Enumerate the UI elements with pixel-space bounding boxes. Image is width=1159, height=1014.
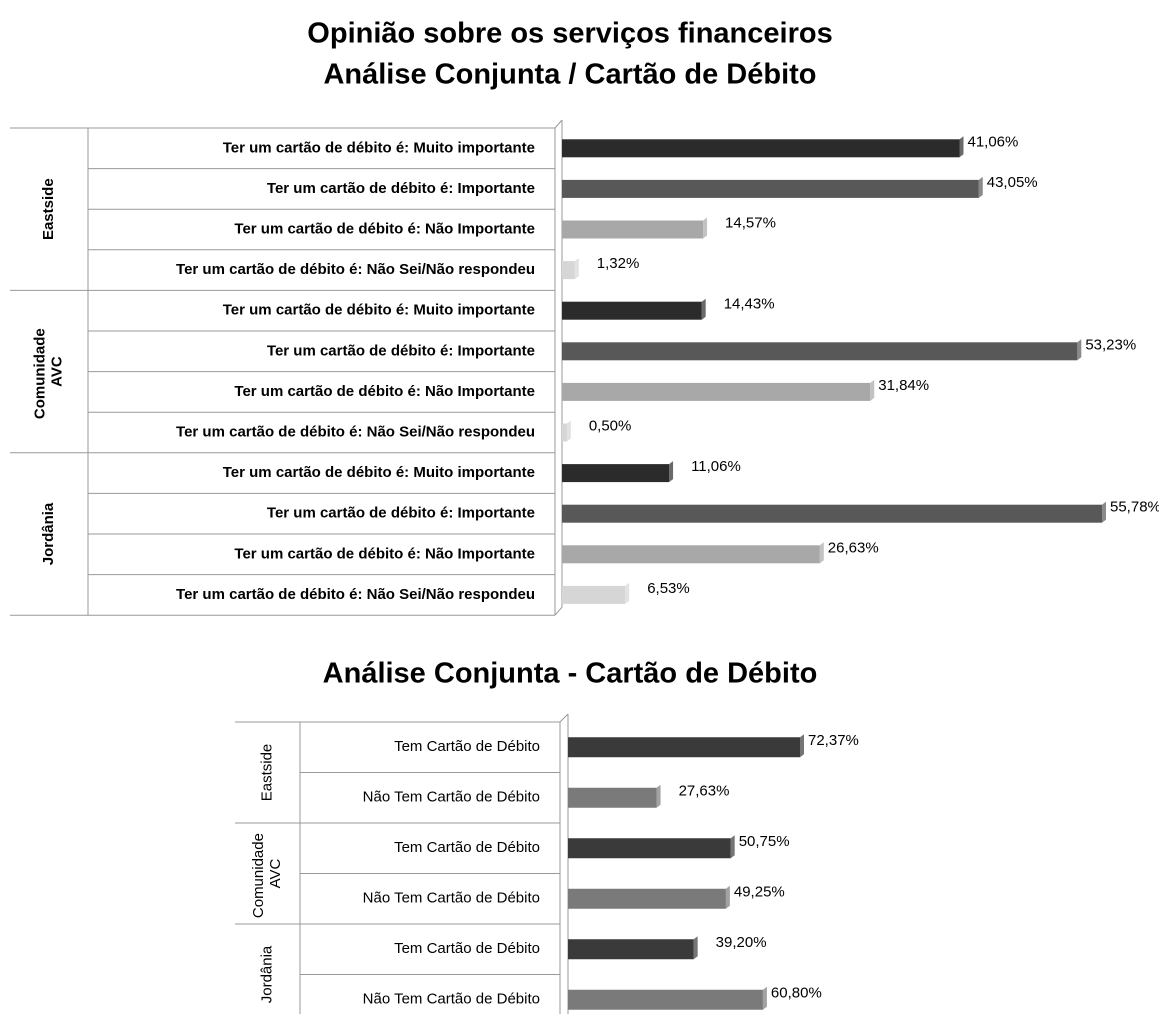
category-label: Ter um cartão de débito é: Não Important… (234, 545, 535, 562)
bar (562, 301, 702, 320)
bar-side (625, 582, 630, 604)
data-label: 1,32% (597, 255, 640, 272)
bar-side (819, 542, 824, 564)
bar (562, 139, 960, 158)
data-label: 26,63% (828, 539, 879, 556)
group-label: Comunidade AVC (250, 829, 284, 918)
data-label: 14,43% (724, 296, 775, 313)
chart-title: Opinião sobre os serviços financeiros (307, 18, 832, 50)
bar-side (1102, 501, 1106, 523)
axis-wall (559, 713, 569, 723)
bar (562, 545, 820, 564)
category-label: Tem Cartão de Débito (394, 839, 540, 856)
bar (568, 838, 731, 859)
bar (562, 464, 670, 483)
bar-side (800, 734, 804, 758)
category-label: Ter um cartão de débito é: Importante (267, 180, 535, 197)
category-label: Ter um cartão de débito é: Não Important… (234, 220, 535, 237)
bar-side (762, 986, 767, 1010)
axis-wall (554, 119, 563, 129)
category-label: Não Tem Cartão de Débito (363, 991, 540, 1008)
data-label: 60,80% (771, 985, 822, 1002)
data-label: 31,84% (878, 377, 929, 394)
category-label: Ter um cartão de débito é: Muito importa… (223, 302, 535, 319)
data-label: 39,20% (716, 934, 767, 951)
category-label: Não Tem Cartão de Débito (363, 890, 540, 907)
bar (562, 504, 1102, 523)
data-label: 50,75% (739, 833, 790, 850)
category-label: Ter um cartão de débito é: Importante (267, 342, 535, 359)
bar-side (566, 420, 571, 442)
data-label: 14,57% (725, 214, 776, 231)
category-label: Ter um cartão de débito é: Não Sei/Não r… (176, 586, 535, 603)
bar-side (656, 784, 661, 808)
bar (562, 220, 704, 239)
data-label: 53,23% (1085, 336, 1136, 353)
category-label: Ter um cartão de débito é: Não Sei/Não r… (176, 261, 535, 278)
axis-wall (554, 606, 563, 616)
bar (568, 939, 694, 960)
bar (568, 888, 726, 909)
group-label: Jordânia (258, 945, 275, 1003)
bar-side (870, 379, 875, 401)
data-label: 72,37% (808, 732, 859, 749)
bar-side (574, 258, 579, 280)
group-label: Eastside (258, 744, 275, 802)
data-label: 0,50% (589, 417, 632, 434)
category-label: Ter um cartão de débito é: Importante (267, 505, 535, 522)
bar-side (703, 217, 708, 239)
bar-side (669, 461, 674, 483)
bar-side (725, 885, 730, 909)
bar-side (701, 298, 706, 320)
category-label: Ter um cartão de débito é: Não Important… (234, 383, 535, 400)
bar (562, 382, 871, 401)
bar (568, 989, 763, 1010)
data-label: 6,53% (647, 580, 690, 597)
data-label: 55,78% (1110, 499, 1159, 516)
category-label: Ter um cartão de débito é: Muito importa… (223, 464, 535, 481)
bar-side (1077, 339, 1082, 361)
category-label: Ter um cartão de débito é: Muito importa… (223, 139, 535, 156)
bar (562, 423, 567, 442)
category-label: Tem Cartão de Débito (394, 738, 540, 755)
data-label: 41,06% (967, 133, 1018, 150)
group-label: Eastside (40, 178, 57, 240)
chart-subtitle: Análise Conjunta / Cartão de Débito (323, 59, 816, 91)
bar (568, 787, 657, 808)
bar-side (730, 835, 735, 859)
data-label: 11,06% (691, 458, 741, 475)
bar (562, 179, 979, 198)
bar (562, 342, 1078, 361)
bar (568, 737, 800, 758)
group-label: Jordânia (40, 502, 57, 565)
bar-side (693, 936, 698, 960)
data-label: 43,05% (987, 174, 1038, 191)
bar-side (978, 176, 983, 198)
data-label: 27,63% (679, 783, 730, 800)
data-label: 49,25% (734, 884, 785, 901)
category-label: Tem Cartão de Débito (394, 940, 540, 957)
bar-side (959, 136, 964, 158)
group-label: Comunidade AVC (31, 324, 65, 419)
category-label: Não Tem Cartão de Débito (363, 789, 540, 806)
bar (562, 261, 575, 280)
category-label: Ter um cartão de débito é: Não Sei/Não r… (176, 423, 535, 440)
bar (562, 585, 626, 604)
chart-title: Análise Conjunta - Cartão de Débito (323, 658, 818, 690)
